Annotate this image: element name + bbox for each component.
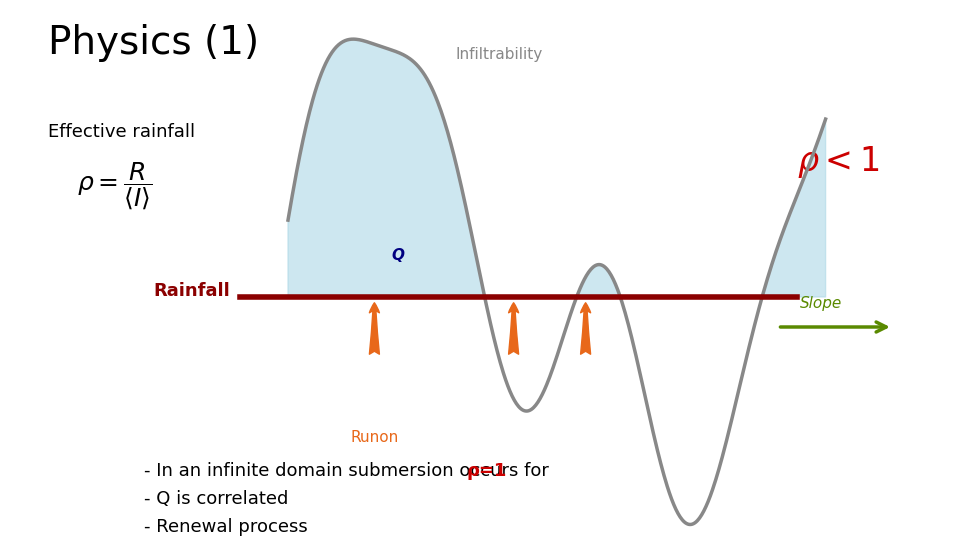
Text: Rainfall: Rainfall bbox=[154, 282, 230, 300]
Text: Physics (1): Physics (1) bbox=[48, 24, 259, 62]
Text: Q: Q bbox=[392, 247, 405, 262]
Text: Effective rainfall: Effective rainfall bbox=[48, 123, 195, 141]
Text: Infiltrability: Infiltrability bbox=[456, 46, 542, 62]
Text: $\rho = \dfrac{R}{\langle I \rangle}$: $\rho = \dfrac{R}{\langle I \rangle}$ bbox=[77, 160, 153, 212]
Text: Runon: Runon bbox=[350, 430, 398, 445]
Text: - Renewal process: - Renewal process bbox=[144, 518, 308, 536]
Text: Slope: Slope bbox=[800, 296, 842, 311]
Text: - Q is correlated: - Q is correlated bbox=[144, 490, 288, 508]
Text: $\rho < 1$: $\rho < 1$ bbox=[797, 144, 879, 180]
Text: ρ=1: ρ=1 bbox=[467, 462, 507, 480]
Text: - In an infinite domain submersion occurs for: - In an infinite domain submersion occur… bbox=[144, 462, 555, 480]
